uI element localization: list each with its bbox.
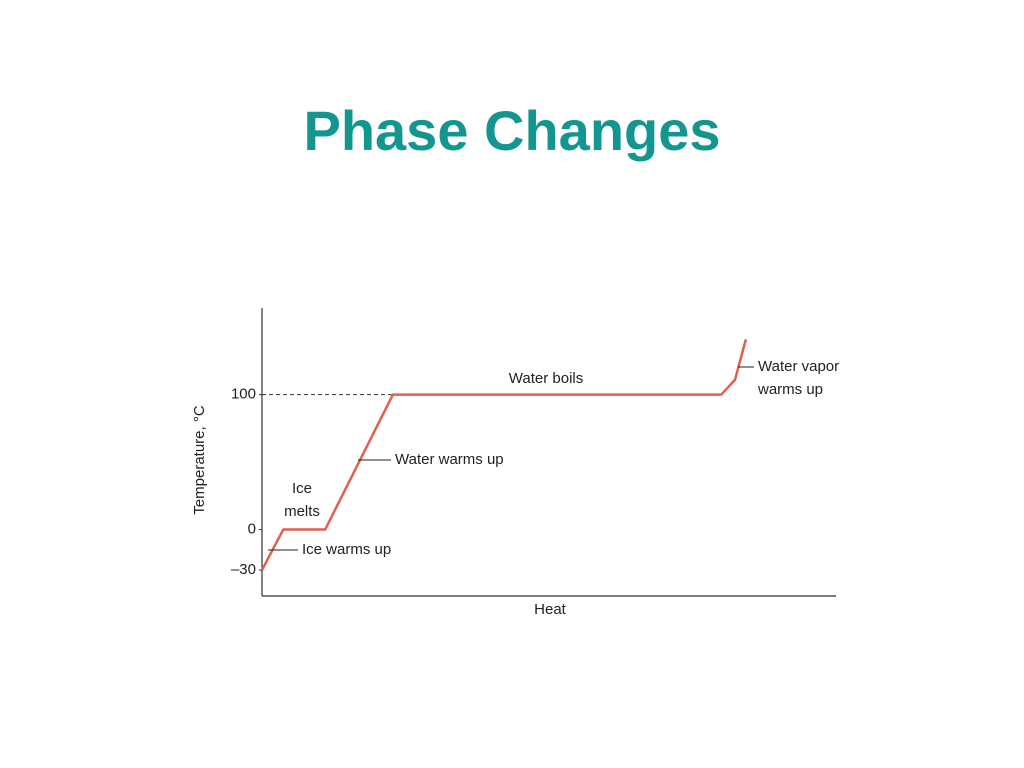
annotation: Water boils — [509, 370, 583, 387]
annotation: warms up — [757, 381, 823, 398]
annotation: Water vapor — [758, 358, 839, 375]
annotation: melts — [284, 503, 320, 520]
y-tick-label: 0 — [248, 521, 256, 538]
annotation: Ice — [292, 480, 312, 497]
y-tick-label: 100 — [231, 386, 256, 403]
slide-title: Phase Changes — [303, 99, 720, 162]
heating-curve — [260, 339, 748, 571]
y-axis-label: Temperature, °C — [191, 405, 208, 515]
y-tick-label: –30 — [231, 561, 256, 578]
annotation: Ice warms up — [302, 541, 391, 558]
x-axis-label: Heat — [534, 601, 567, 618]
annotation: Water warms up — [395, 451, 504, 468]
